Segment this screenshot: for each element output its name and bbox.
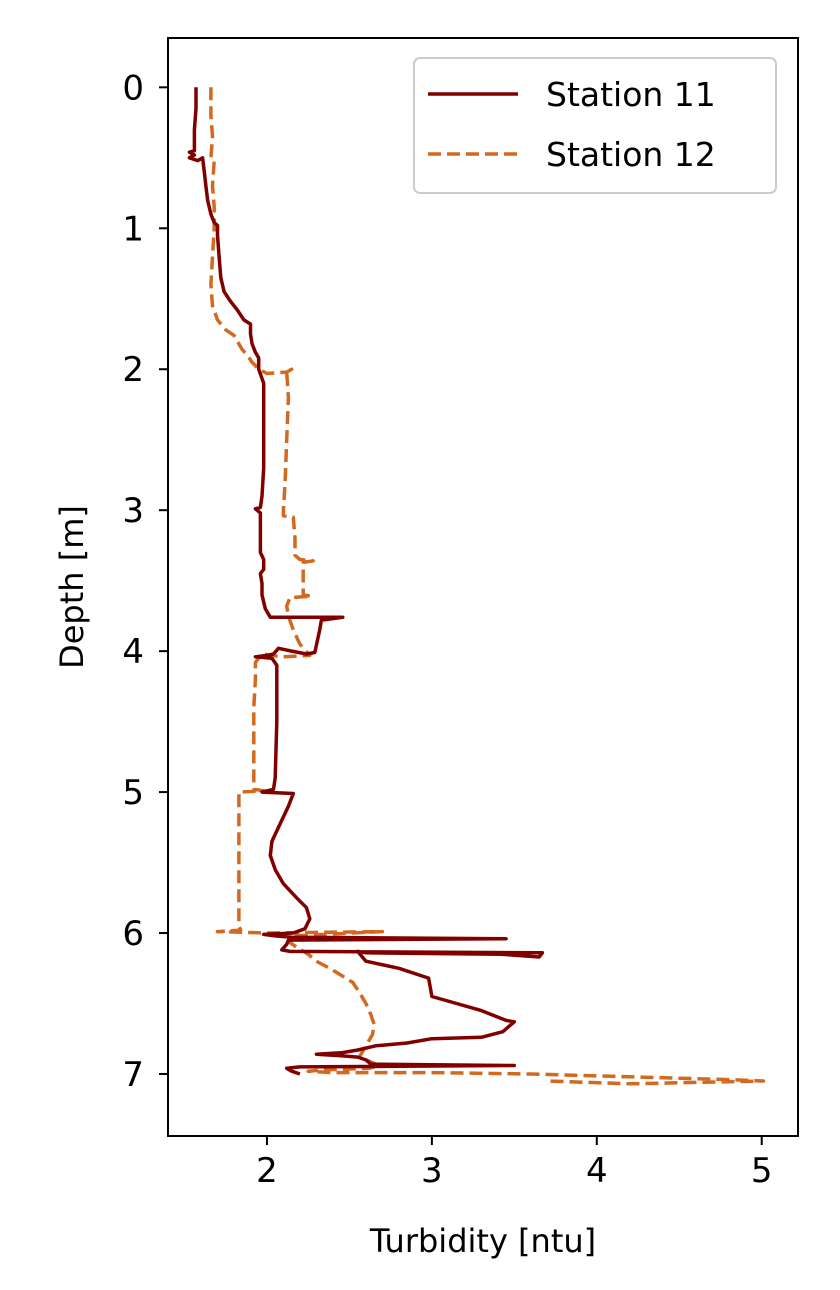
legend-label-station-12: Station 12	[546, 135, 716, 174]
y-tick-label: 6	[122, 914, 144, 954]
x-tick-label: 3	[421, 1151, 443, 1191]
legend: Station 11 Station 12	[413, 57, 777, 194]
y-tick-label: 5	[122, 773, 144, 813]
plot-frame	[167, 37, 799, 1137]
x-tick-label: 5	[751, 1151, 773, 1191]
y-tick-label: 2	[122, 350, 144, 390]
legend-label-station-11: Station 11	[546, 75, 716, 114]
x-axis-ticks: 2 3 4 5	[256, 1136, 773, 1191]
x-axis-label: Turbidity [ntu]	[369, 1222, 596, 1260]
y-tick-label: 7	[122, 1055, 144, 1095]
series-line-station-11	[187, 87, 545, 1076]
legend-box	[413, 57, 777, 194]
y-axis-label: Depth [m]	[53, 505, 91, 669]
y-tick-label: 0	[122, 68, 144, 108]
y-tick-label: 1	[122, 209, 144, 249]
y-axis-ticks: 0 1 2 3 4 5 6 7	[122, 68, 168, 1095]
y-tick-label: 4	[122, 632, 144, 672]
series-layer	[187, 87, 766, 1086]
y-tick-label: 3	[122, 491, 144, 531]
x-tick-label: 2	[256, 1151, 278, 1191]
x-tick-label: 4	[586, 1151, 608, 1191]
series-line-station-12	[209, 87, 766, 1086]
